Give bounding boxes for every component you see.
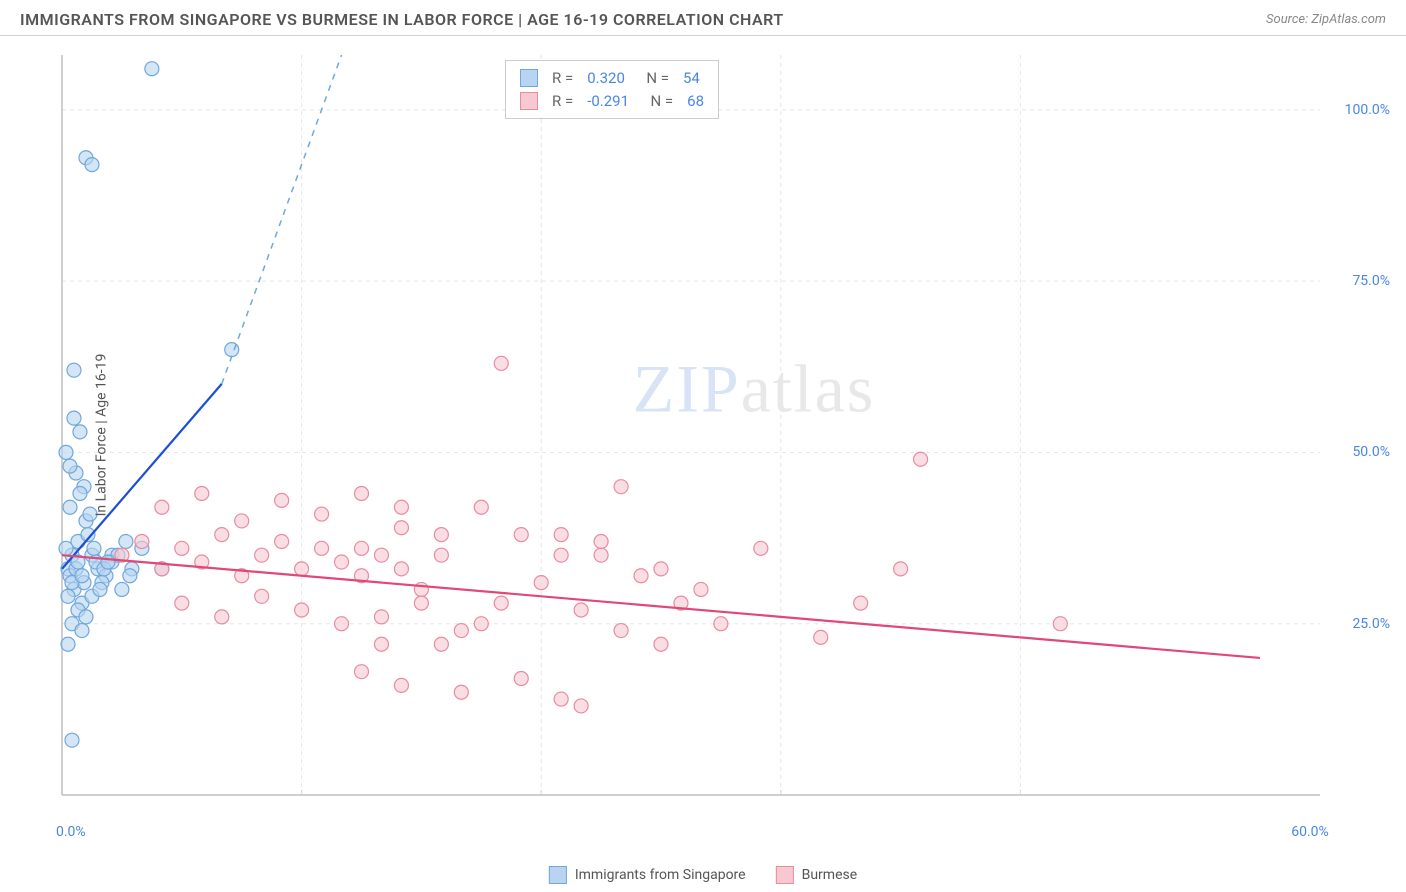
legend-item: Burmese — [776, 866, 858, 884]
bottom-legend: Immigrants from Singapore Burmese — [549, 866, 857, 884]
stats-row: R = -0.291 N = 68 — [520, 90, 704, 113]
legend-item: Immigrants from Singapore — [549, 866, 746, 884]
chart-title: IMMIGRANTS FROM SINGAPORE VS BURMESE IN … — [20, 10, 784, 29]
legend-label: Immigrants from Singapore — [575, 867, 746, 883]
stat-n-label: N = — [643, 90, 673, 113]
legend-swatch — [520, 69, 538, 87]
y-axis-label: In Labor Force | Age 16-19 — [93, 354, 109, 517]
source-attribution: Source: ZipAtlas.com — [1266, 12, 1386, 27]
stat-r-value: 0.320 — [587, 67, 625, 90]
stats-row: R = 0.320 N = 54 — [520, 67, 704, 90]
title-bar: IMMIGRANTS FROM SINGAPORE VS BURMESE IN … — [0, 0, 1406, 36]
chart-area: In Labor Force | Age 16-19 R = 0.320 N = 5… — [50, 55, 1330, 815]
stat-r-label: R = — [552, 90, 573, 113]
stat-n-value: 54 — [683, 67, 700, 90]
stat-n-value: 68 — [687, 90, 704, 113]
stat-r-value: -0.291 — [587, 90, 629, 113]
x-tick-label: 0.0% — [56, 824, 86, 840]
legend-swatch — [776, 866, 794, 884]
y-tick-label: 75.0% — [1352, 273, 1390, 289]
y-tick-label: 100.0% — [1345, 102, 1390, 118]
legend-swatch — [520, 92, 538, 110]
scatter-plot — [50, 55, 1330, 815]
stats-box: R = 0.320 N = 54 R = -0.291 N = 68 — [505, 60, 719, 119]
legend-label: Burmese — [802, 867, 858, 883]
stat-n-label: N = — [639, 67, 669, 90]
x-tick-label: 60.0% — [1291, 824, 1329, 840]
y-tick-label: 50.0% — [1352, 444, 1390, 460]
legend-swatch — [549, 866, 567, 884]
stat-r-label: R = — [552, 67, 573, 90]
y-tick-label: 25.0% — [1352, 616, 1390, 632]
